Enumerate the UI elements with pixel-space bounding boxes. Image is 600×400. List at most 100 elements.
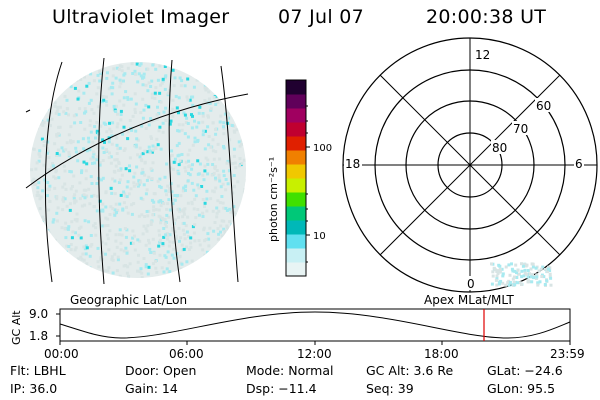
glow-pixel	[528, 272, 531, 276]
emission-pixel	[141, 167, 145, 171]
emission-pixel	[147, 81, 151, 85]
emission-pixel	[83, 75, 86, 79]
emission-pixel	[154, 208, 158, 212]
emission-pixel	[242, 82, 246, 85]
glow-pixel	[523, 271, 527, 275]
emission-pixel	[141, 197, 145, 201]
emission-pixel	[114, 110, 118, 113]
emission-pixel	[213, 263, 217, 267]
emission-pixel	[237, 251, 240, 254]
emission-pixel	[158, 125, 162, 129]
emission-pixel	[94, 275, 98, 278]
emission-pixel	[82, 160, 86, 164]
emission-pixel	[114, 104, 118, 108]
emission-pixel	[67, 153, 71, 156]
emission-pixel	[35, 85, 39, 89]
emission-pixel	[44, 67, 48, 71]
glow-pixel	[513, 283, 517, 287]
emission-pixel	[230, 223, 234, 227]
label-backing	[512, 121, 530, 135]
emission-pixel	[190, 274, 193, 278]
emission-pixel	[115, 245, 119, 249]
emission-pixel	[53, 69, 57, 73]
emission-pixel	[159, 221, 163, 225]
emission-pixel	[203, 253, 207, 257]
emission-pixel	[108, 151, 111, 155]
emission-pixel	[76, 97, 80, 101]
emission-pixel	[125, 195, 129, 199]
emission-pixel	[193, 140, 197, 144]
emission-pixel	[244, 85, 246, 89]
emission-pixel	[69, 139, 73, 143]
emission-pixel	[118, 202, 122, 206]
emission-pixel	[92, 79, 96, 83]
emission-pixel	[153, 96, 157, 100]
emission-pixel	[119, 248, 123, 252]
emission-pixel	[190, 200, 194, 204]
glow-pixel	[542, 275, 546, 279]
emission-pixel	[134, 72, 138, 76]
emission-pixel	[126, 265, 130, 269]
emission-pixel	[143, 149, 147, 153]
glow-pixel	[507, 263, 511, 267]
emission-pixel	[68, 170, 72, 173]
emission-pixel	[196, 208, 200, 211]
emission-pixel	[111, 271, 115, 275]
emission-pixel	[221, 254, 225, 258]
emission-pixel	[144, 263, 148, 267]
emission-pixel	[154, 86, 158, 90]
emission-pixel	[63, 197, 67, 201]
emission-pixel	[137, 253, 140, 257]
emission-pixel	[46, 194, 49, 198]
emission-pixel	[92, 157, 96, 161]
emission-pixel	[206, 162, 210, 166]
colorbar-band	[286, 164, 306, 179]
emission-pixel	[79, 225, 83, 229]
emission-pixel	[202, 228, 206, 232]
emission-pixel	[197, 62, 201, 66]
emission-pixel	[191, 143, 195, 147]
geographic-image-panel	[25, 57, 249, 285]
emission-pixel	[180, 79, 184, 83]
emission-pixel	[184, 188, 187, 192]
emission-pixel	[50, 117, 54, 121]
emission-pixel	[92, 111, 96, 115]
emission-pixel	[201, 120, 205, 124]
emission-pixel	[237, 67, 241, 71]
emission-pixel	[202, 226, 206, 230]
emission-pixel	[241, 244, 245, 248]
emission-pixel	[242, 237, 246, 241]
emission-pixel	[217, 253, 221, 257]
emission-pixel	[139, 111, 143, 115]
emission-pixel	[187, 172, 190, 175]
emission-pixel	[119, 241, 123, 245]
emission-pixel	[34, 89, 37, 93]
emission-pixel	[177, 111, 180, 115]
emission-pixel	[139, 62, 143, 66]
emission-pixel	[72, 197, 76, 201]
emission-pixel	[147, 175, 151, 179]
emission-pixel	[222, 174, 226, 178]
emission-pixel	[133, 69, 137, 73]
emission-pixel	[82, 91, 86, 95]
emission-pixel	[53, 142, 57, 146]
emission-pixel	[95, 121, 99, 124]
emission-pixel	[238, 157, 242, 161]
emission-pixel	[48, 66, 52, 70]
emission-pixel	[177, 215, 180, 219]
emission-pixel	[177, 226, 181, 230]
emission-pixel	[158, 177, 162, 181]
emission-pixel	[183, 237, 187, 241]
y-tick-label: 9.0	[29, 307, 48, 321]
emission-pixel	[78, 181, 82, 185]
emission-pixel	[147, 209, 151, 213]
emission-pixel	[99, 209, 103, 213]
emission-pixel	[96, 105, 100, 109]
emission-pixel	[31, 71, 35, 74]
glow-pixel	[536, 281, 540, 285]
emission-pixel	[199, 64, 202, 68]
timeline-ticks	[56, 313, 571, 345]
emission-pixel	[149, 223, 153, 226]
emission-pixel	[185, 95, 189, 99]
glow-pixel	[539, 267, 543, 271]
